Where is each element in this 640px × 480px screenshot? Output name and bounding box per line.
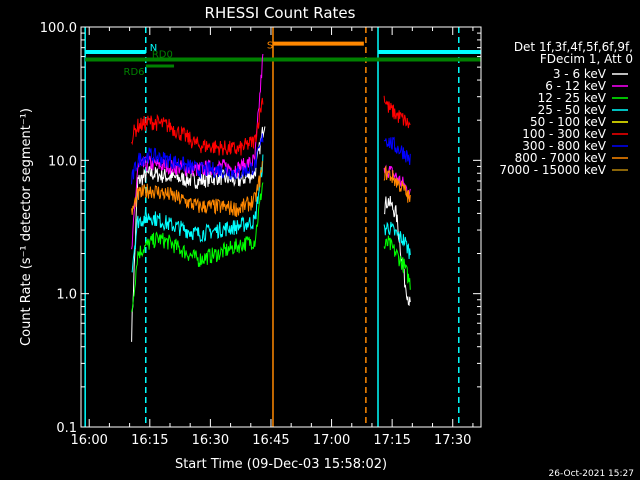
legend: Det 1f,3f,4f,5f,6f,9f, FDecim 1, Att 0 3… (499, 40, 633, 177)
x-tick-label-4: 17:00 (313, 433, 350, 448)
x-axis-label: Start Time (09-Dec-03 15:58:02) (175, 457, 387, 472)
series-line-3-segment-0 (131, 154, 264, 273)
legend-label-4: 50 - 100 keV (530, 115, 607, 129)
x-tick-label-0: 16:00 (70, 433, 107, 448)
y-tick-label-3: 100.0 (40, 21, 77, 36)
series-line-0-segment-0 (131, 126, 266, 342)
y-axis-label: Count Rate (s⁻¹ detector segment⁻¹) (19, 108, 34, 346)
legend-header-line-2: FDecim 1, Att 0 (540, 52, 633, 66)
x-tick-label-5: 17:15 (373, 433, 410, 448)
series-line-7-segment-1 (383, 165, 411, 203)
legend-label-0: 3 - 6 keV (553, 67, 607, 81)
flag-label-saa: S (267, 41, 273, 52)
flag-label-rd6: RD6 (124, 67, 145, 78)
series-line-2-segment-0 (131, 182, 264, 313)
series-line-5-segment-0 (131, 97, 264, 156)
legend-label-1: 6 - 12 keV (545, 79, 607, 93)
footer-timestamp: 26-Oct-2021 15:27 (549, 469, 634, 479)
legend-label-7: 800 - 7000 keV (515, 151, 607, 165)
y-tick-label-2: 10.0 (48, 154, 77, 169)
legend-label-8: 7000 - 15000 keV (499, 163, 606, 177)
flag-label-rd0: RD0 (152, 50, 173, 61)
legend-label-6: 300 - 800 keV (522, 139, 606, 153)
legend-label-5: 100 - 300 keV (522, 127, 606, 141)
x-tick-label-1: 16:15 (131, 433, 168, 448)
x-tick-label-3: 16:45 (252, 433, 289, 448)
chart-title: RHESSI Count Rates (205, 4, 356, 22)
series-line-3-segment-1 (383, 221, 411, 260)
series-line-6-segment-0 (131, 133, 264, 185)
flag-label-night: N (150, 43, 157, 54)
legend-header-line-1: Det 1f,3f,4f,5f,6f,9f, (514, 40, 633, 54)
series-line-2-segment-1 (383, 235, 411, 290)
x-tick-label-6: 17:30 (434, 433, 471, 448)
axes: 0.1 1.0 10.0 100.0 16:00 16:15 16:30 16:45 17:00… (40, 21, 482, 448)
plot-frame (80, 26, 482, 428)
series-line-7-segment-0 (131, 160, 264, 218)
y-tick-label-1: 1.0 (56, 288, 77, 303)
x-tick-label-2: 16:30 (192, 433, 229, 448)
series-line-6-segment-1 (383, 136, 411, 166)
series-line-0-segment-1 (383, 195, 411, 307)
legend-label-3: 25 - 50 keV (538, 103, 607, 117)
legend-label-2: 12 - 25 keV (538, 91, 607, 105)
series-line-5-segment-1 (383, 95, 411, 129)
y-tick-label-0: 0.1 (56, 421, 77, 436)
